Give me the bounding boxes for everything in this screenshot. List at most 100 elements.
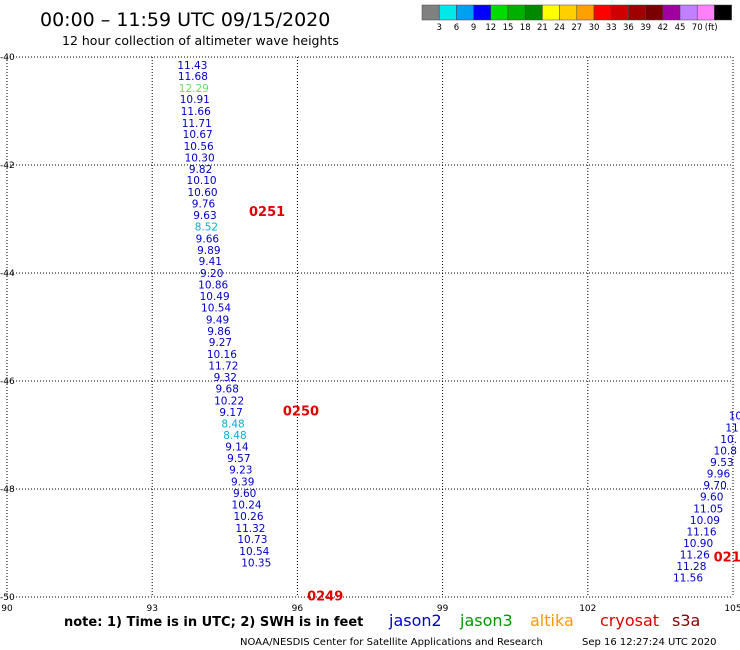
y-tick-label: -46 — [0, 377, 15, 387]
wave-height-value: 9.96 — [707, 468, 731, 480]
legend-label: 21 — [537, 23, 548, 33]
wave-height-value: 10. — [720, 434, 737, 446]
wave-height-value: 9.86 — [207, 326, 231, 338]
legend-label: 42 — [657, 23, 668, 33]
footer-credit: NOAA/NESDIS Center for Satellite Applica… — [240, 637, 543, 648]
legend-swatch — [662, 4, 681, 21]
satellite-name: cryosat — [600, 611, 659, 630]
grid-lines — [6, 56, 734, 598]
x-tick-label: 99 — [437, 604, 449, 614]
legend-swatch — [473, 4, 492, 21]
legend-label: 12 — [485, 23, 496, 33]
legend-swatch — [714, 4, 732, 21]
wave-height-value: 9.39 — [231, 476, 254, 488]
legend-label: 36 — [623, 23, 634, 33]
legend-swatch — [507, 4, 526, 21]
x-tick-label: 105 — [724, 604, 740, 614]
pass-label: 0251 — [249, 205, 285, 220]
legend-label: 18 — [520, 23, 531, 33]
wave-height-value: 9.53 — [710, 457, 733, 469]
legend-label: 9 — [471, 23, 476, 33]
wave-height-value: 10.67 — [183, 129, 213, 141]
y-tick-label: -48 — [0, 485, 15, 495]
satellite-name: jason3 — [459, 611, 513, 630]
wave-height-value: 11.26 — [680, 549, 710, 561]
legend-swatch — [438, 4, 457, 21]
wave-height-value: 11.56 — [673, 573, 703, 585]
wave-height-value: 9.66 — [196, 233, 220, 245]
x-tick-label: 93 — [146, 604, 157, 614]
pass-label: 0249 — [307, 589, 343, 604]
wave-height-value: 10.8 — [714, 446, 737, 458]
wave-height-value: 9.49 — [206, 314, 229, 326]
wave-height-value: 10.60 — [188, 187, 218, 199]
wave-height-value: 11.32 — [235, 523, 265, 535]
satellite-name: jason2 — [388, 611, 442, 630]
wave-height-value: 11.72 — [208, 360, 238, 372]
wave-height-value: 10.91 — [180, 94, 210, 106]
legend-swatch — [542, 4, 560, 21]
wave-height-value: 9.23 — [229, 465, 252, 477]
x-tick-label: 102 — [579, 604, 596, 614]
wave-height-value: 10.10 — [187, 175, 217, 187]
wave-height-value: 9.89 — [197, 245, 220, 257]
wave-height-value: 10.54 — [239, 546, 269, 558]
wave-height-value: 10.35 — [241, 557, 271, 569]
wave-height-value: 10.86 — [198, 279, 228, 291]
wave-height-value: 12.29 — [179, 83, 209, 95]
y-tick-label: -44 — [0, 269, 15, 279]
wave-height-value: 11.66 — [181, 106, 211, 118]
legend-label: 33 — [606, 23, 617, 33]
legend-swatch — [593, 4, 612, 21]
wave-height-value: 8.48 — [223, 430, 246, 442]
legend-swatch — [456, 4, 474, 21]
wave-height-value: 10.24 — [232, 500, 262, 512]
y-tick-label: -42 — [0, 161, 15, 171]
wave-height-value: 11.68 — [178, 71, 208, 83]
satellite-name: altika — [530, 611, 574, 630]
wave-height-value: 10.26 — [233, 511, 263, 523]
wave-height-value: 9.60 — [700, 492, 723, 504]
satellite-name: s3a — [672, 611, 700, 630]
wave-height-value: 10.09 — [690, 515, 720, 527]
legend-swatch — [645, 4, 664, 21]
wave-height-value: 11.05 — [693, 503, 723, 515]
legend-label: 39 — [640, 23, 651, 33]
wave-height-value: 11.16 — [687, 527, 717, 539]
y-tick-label: -40 — [0, 53, 15, 63]
legend-swatch — [679, 4, 698, 21]
legend-swatch — [524, 4, 543, 21]
legend-swatch — [576, 4, 595, 21]
wave-height-value: 9.60 — [233, 488, 256, 500]
wave-height-value: 9.76 — [192, 198, 216, 210]
x-tick-labels: 90 93 96 99 102 105 — [1, 604, 740, 614]
legend-label: 30 — [589, 23, 600, 33]
wave-height-value: 8.48 — [221, 419, 244, 431]
wave-height-value: 10.56 — [184, 141, 214, 153]
wave-height-value: 10.73 — [237, 534, 267, 546]
wave-height-values: 11.4311.6812.2910.9111.6611.7110.6710.56… — [177, 60, 740, 584]
wave-height-value: 9.17 — [219, 407, 242, 419]
legend-swatch — [490, 4, 509, 21]
x-tick-label: 90 — [1, 604, 13, 614]
wave-height-value: 10.90 — [683, 538, 713, 550]
wave-height-value: 9.14 — [225, 441, 249, 453]
plot-area: 90 93 96 99 102 105 -40-42-44-46-48-50 11.431… — [0, 53, 740, 614]
pass-label: 021 — [714, 551, 740, 566]
wave-height-value: 9.57 — [227, 453, 250, 465]
y-tick-label: -50 — [0, 593, 15, 603]
wave-height-value: 10.54 — [201, 303, 231, 315]
wave-height-value: 11.43 — [177, 60, 207, 72]
page-subtitle: 12 hour collection of altimeter wave hei… — [62, 33, 339, 48]
wave-height-value: 9.41 — [199, 256, 222, 268]
pass-labels: 0251 0250 0249 021 — [249, 205, 740, 604]
wave-height-value: 10.22 — [214, 395, 244, 407]
wave-height-value: 9.32 — [214, 372, 237, 384]
pass-label: 0250 — [283, 405, 319, 420]
x-tick-label: 96 — [292, 604, 304, 614]
wave-height-value: 9.82 — [189, 164, 212, 176]
legend-label: 6 — [454, 23, 459, 33]
wave-height-value: 11.28 — [676, 561, 706, 573]
wave-height-value: 9.27 — [209, 337, 232, 349]
